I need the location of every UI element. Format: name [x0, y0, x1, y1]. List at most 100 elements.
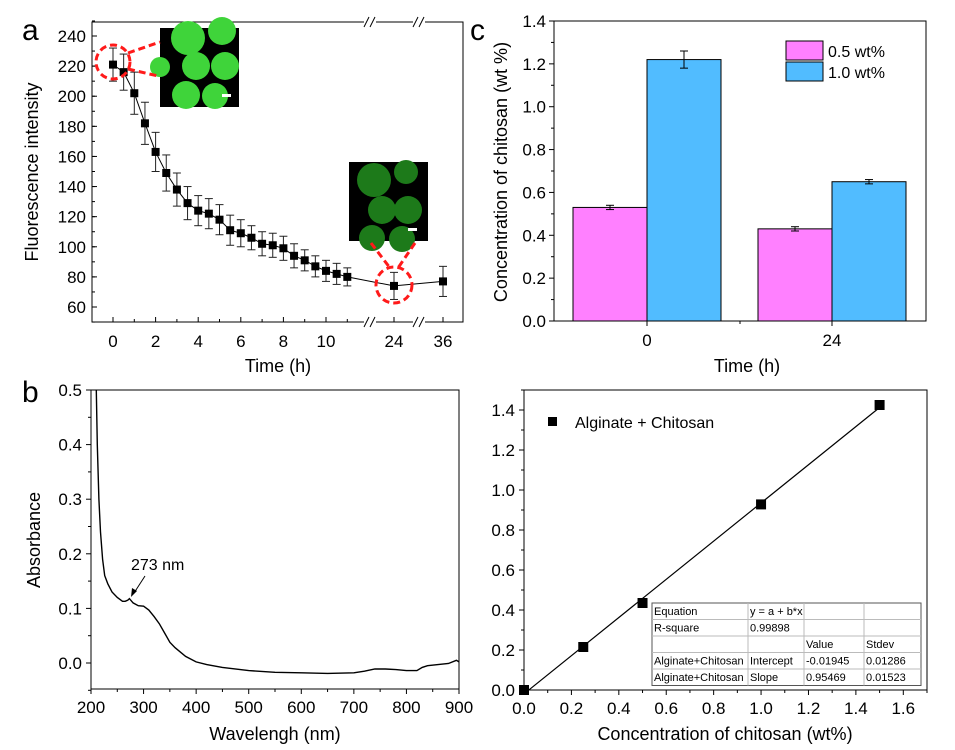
y-tick-label: 0.3 — [58, 490, 82, 509]
legend-swatch-1 — [785, 61, 824, 82]
x-tick-label: 0.8 — [702, 699, 726, 718]
x-tick-label: 10 — [317, 332, 336, 351]
chart-d-frame — [523, 389, 928, 691]
y-tick-label: 0.8 — [491, 521, 515, 540]
y-tick-label: 120 — [58, 208, 86, 227]
axis-break-mark — [412, 16, 419, 28]
data-point — [322, 266, 330, 275]
data-point — [439, 277, 447, 286]
y-tick-label: 0.4 — [491, 601, 515, 620]
y-tick-label: 0.2 — [58, 545, 82, 564]
chart-a: Time (h) Fluorescence intensity 60801001… — [22, 16, 464, 376]
y-tick-label: 1.2 — [522, 55, 546, 74]
y-tick-label: 0.1 — [58, 599, 82, 618]
data-point — [637, 598, 648, 608]
y-tick-label: 0.6 — [522, 183, 546, 202]
chart-c-xlabel: Time (h) — [714, 356, 780, 376]
axis-break-mark — [369, 316, 376, 328]
bar — [572, 206, 648, 322]
y-tick-label: 1.0 — [522, 98, 546, 117]
data-point — [236, 229, 245, 238]
fit-table-cell: Alginate+Chitosan — [654, 656, 744, 668]
x-tick-label: 200 — [77, 698, 105, 717]
x-tick-label: 700 — [340, 698, 368, 717]
x-tick-label: 1.2 — [797, 699, 821, 718]
y-tick-label: 160 — [58, 147, 86, 166]
spectrum-line — [95, 389, 460, 675]
chart-b-xlabel: Wavelengh (nm) — [209, 724, 340, 744]
legend-label-1: 1.0 wt% — [828, 65, 885, 82]
x-tick-label: 36 — [434, 332, 453, 351]
y-tick-label: 1.4 — [491, 401, 515, 420]
data-point — [215, 215, 224, 224]
y-tick-label: 0.4 — [58, 436, 82, 455]
legend-swatch-0 — [785, 40, 824, 61]
fit-table-cell: 0.01523 — [866, 672, 906, 684]
y-tick-label: 100 — [58, 238, 86, 257]
y-tick-label: 80 — [67, 268, 86, 287]
fit-table-cell: R-square — [654, 623, 699, 635]
data-point — [311, 262, 320, 271]
x-tick-label: 24 — [385, 332, 404, 351]
fit-table-cell: Stdev — [866, 639, 895, 651]
data-point — [194, 206, 203, 215]
data-point — [756, 499, 767, 510]
y-tick-label: 0.2 — [491, 641, 515, 660]
fit-table-frame — [651, 602, 922, 686]
fit-table-cell: 0.01286 — [866, 656, 906, 668]
axis-break-gap — [364, 318, 376, 326]
data-point — [874, 400, 885, 410]
x-tick-label: 4 — [193, 332, 202, 351]
data-point — [343, 272, 352, 281]
y-tick-label: 0.0 — [522, 312, 546, 331]
y-tick-label: 0.0 — [58, 654, 82, 673]
chart-a-xlabel: Time (h) — [245, 356, 311, 376]
data-point — [130, 89, 139, 98]
x-tick-label: 800 — [392, 698, 420, 717]
fit-table-cell: Value — [806, 639, 833, 651]
x-tick-label: 600 — [287, 698, 315, 717]
chart-b-frame — [90, 389, 460, 690]
data-point — [332, 269, 341, 278]
chart-d: Concentration of chitosan (wt%) 0.0 0.2 0.… — [491, 389, 928, 744]
legend-label-0: 0.5 wt% — [828, 44, 885, 61]
data-point — [290, 251, 299, 260]
x-tick-label: 0.2 — [560, 699, 584, 718]
axis-break-mark — [369, 16, 376, 28]
axis-break-gap — [413, 18, 425, 26]
axis-break-mark — [418, 316, 425, 328]
y-tick-label: 180 — [58, 117, 86, 136]
x-tick-label: 500 — [235, 698, 263, 717]
x-tick-label: 6 — [236, 332, 245, 351]
y-tick-label: 200 — [58, 87, 86, 106]
callout-0h — [94, 40, 161, 81]
bar — [831, 181, 907, 322]
chart-b-ylabel: Absorbance — [24, 492, 44, 588]
peak-arrow-head — [131, 588, 137, 597]
fit-table-cell: -0.01945 — [806, 656, 849, 668]
data-point — [204, 209, 213, 218]
chart-d-xlabel: Concentration of chitosan (wt%) — [597, 724, 852, 744]
axis-break-mark — [412, 316, 419, 328]
axis-break-mark — [363, 316, 370, 328]
bar — [646, 59, 722, 322]
y-tick-label: 0.8 — [522, 141, 546, 160]
fit-table-cell: Equation — [654, 606, 697, 618]
y-tick-label: 0.0 — [491, 681, 515, 700]
chart-c: Time (h) Concentration of chitosan (wt %… — [491, 12, 927, 376]
fit-table-cell: 0.95469 — [806, 672, 846, 684]
data-point — [268, 241, 277, 250]
data-point — [162, 169, 171, 178]
callout-24h — [369, 242, 417, 305]
panel-label-c: c — [470, 14, 485, 47]
data-point — [247, 233, 256, 242]
data-point — [300, 256, 309, 265]
fit-table-cell: Slope — [750, 672, 778, 684]
x-tick-label: 0.6 — [654, 699, 678, 718]
x-tick-label: 2 — [151, 332, 160, 351]
fit-table-cell: Alginate+Chitosan — [654, 672, 744, 684]
y-tick-label: 1.2 — [491, 441, 515, 460]
data-point — [390, 281, 398, 290]
axis-break-gap — [364, 18, 376, 26]
